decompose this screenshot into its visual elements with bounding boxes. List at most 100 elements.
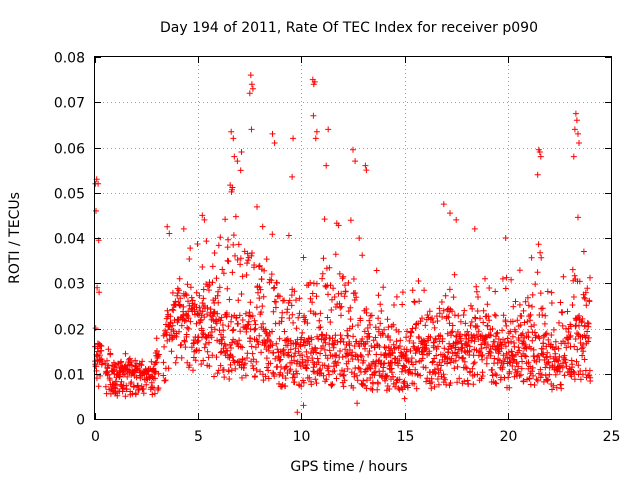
data-point bbox=[404, 384, 411, 391]
data-point bbox=[321, 362, 328, 369]
data-point bbox=[282, 383, 289, 389]
data-point bbox=[538, 371, 545, 378]
y-tick-label: 0.03 bbox=[54, 277, 85, 293]
data-point bbox=[417, 318, 424, 325]
data-point bbox=[234, 158, 241, 165]
data-point bbox=[274, 279, 280, 286]
data-point bbox=[300, 339, 307, 346]
data-point bbox=[392, 383, 399, 390]
data-point bbox=[325, 126, 332, 133]
data-point bbox=[434, 376, 441, 382]
data-point bbox=[381, 326, 388, 333]
data-point bbox=[243, 325, 250, 332]
data-point bbox=[335, 222, 342, 229]
data-point bbox=[338, 290, 345, 297]
data-point bbox=[455, 312, 462, 319]
data-point bbox=[271, 140, 278, 146]
data-point bbox=[550, 326, 557, 333]
data-point bbox=[232, 365, 239, 372]
data-point bbox=[541, 320, 548, 327]
data-point bbox=[451, 271, 458, 278]
x-tick-label: 15 bbox=[397, 429, 415, 445]
data-point bbox=[175, 298, 182, 305]
data-point bbox=[384, 383, 391, 389]
data-point bbox=[416, 298, 423, 305]
data-point bbox=[249, 85, 256, 92]
data-point bbox=[245, 318, 252, 325]
data-point bbox=[508, 338, 515, 345]
data-point bbox=[451, 312, 458, 319]
x-tick-label: 0 bbox=[91, 429, 100, 445]
data-point bbox=[581, 294, 588, 301]
data-point bbox=[315, 335, 322, 342]
data-point bbox=[162, 377, 169, 384]
data-point bbox=[94, 284, 101, 291]
data-point bbox=[118, 358, 125, 365]
data-point bbox=[486, 317, 493, 324]
data-point bbox=[213, 316, 220, 323]
data-point bbox=[461, 358, 468, 365]
marker-layer bbox=[92, 72, 594, 416]
data-point bbox=[377, 301, 384, 308]
data-point bbox=[149, 374, 156, 381]
data-point bbox=[508, 276, 515, 283]
data-point bbox=[354, 377, 361, 384]
data-point bbox=[248, 252, 255, 259]
data-point bbox=[255, 341, 262, 348]
data-point bbox=[382, 373, 389, 380]
data-point bbox=[372, 334, 379, 341]
data-point bbox=[540, 346, 546, 352]
data-point bbox=[185, 315, 192, 322]
data-point bbox=[442, 292, 449, 299]
data-point bbox=[300, 379, 307, 386]
data-point bbox=[564, 308, 571, 315]
data-point bbox=[102, 361, 109, 367]
data-point bbox=[236, 312, 243, 319]
data-point bbox=[580, 248, 587, 255]
data-point bbox=[585, 320, 592, 327]
data-point bbox=[230, 241, 237, 248]
data-point bbox=[456, 375, 463, 382]
data-point bbox=[552, 338, 559, 345]
data-point bbox=[569, 266, 576, 273]
data-point bbox=[199, 212, 206, 219]
data-point bbox=[492, 288, 499, 295]
data-point bbox=[194, 241, 201, 247]
data-point bbox=[306, 341, 313, 348]
data-point bbox=[269, 130, 276, 137]
data-point bbox=[342, 346, 349, 353]
data-point bbox=[176, 287, 182, 294]
data-point bbox=[304, 362, 311, 368]
data-point bbox=[371, 372, 378, 379]
data-point bbox=[317, 324, 324, 331]
data-point bbox=[434, 318, 441, 324]
data-point bbox=[524, 318, 531, 325]
data-point bbox=[281, 328, 288, 335]
grid-layer bbox=[95, 57, 611, 419]
data-point bbox=[133, 374, 140, 381]
data-point bbox=[277, 356, 284, 363]
data-point bbox=[548, 332, 555, 338]
data-point bbox=[104, 371, 111, 378]
data-point bbox=[375, 315, 382, 322]
data-point bbox=[440, 201, 447, 208]
data-point bbox=[373, 267, 380, 274]
data-point bbox=[536, 149, 543, 155]
data-point bbox=[409, 287, 416, 294]
data-point bbox=[449, 322, 456, 329]
data-point bbox=[314, 355, 321, 362]
data-point bbox=[208, 334, 215, 341]
data-point bbox=[491, 355, 498, 362]
data-point bbox=[177, 302, 183, 309]
data-point bbox=[499, 327, 506, 334]
data-point bbox=[571, 370, 578, 376]
data-point bbox=[153, 335, 160, 342]
data-point bbox=[375, 292, 382, 299]
data-point bbox=[244, 322, 251, 328]
data-point bbox=[513, 359, 520, 365]
data-point bbox=[503, 322, 510, 329]
data-point bbox=[485, 341, 491, 348]
data-point bbox=[332, 251, 339, 258]
data-point bbox=[303, 348, 310, 355]
data-point bbox=[383, 374, 390, 380]
